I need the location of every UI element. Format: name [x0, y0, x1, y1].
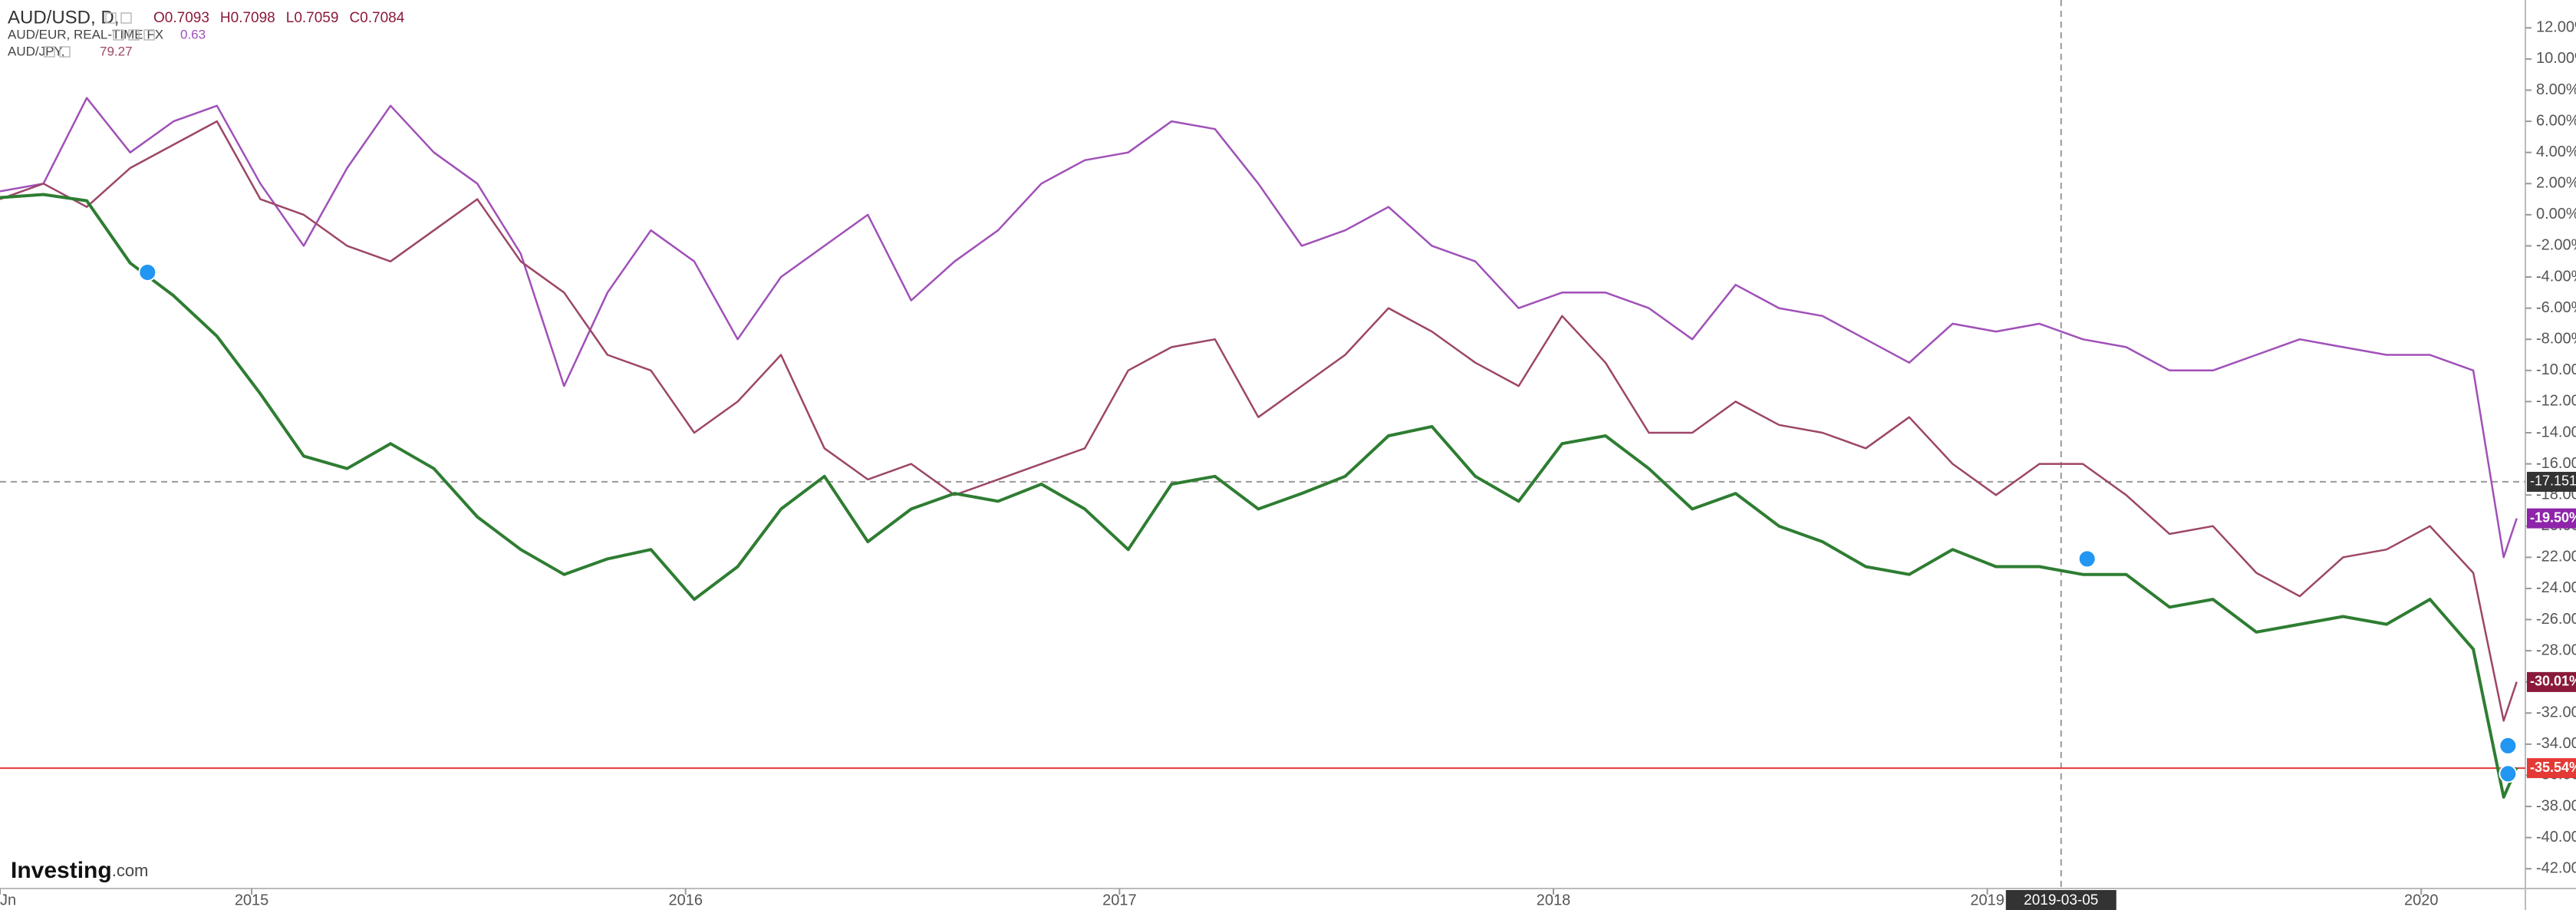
legend-entry: AUD/USD, D,: [8, 7, 119, 28]
y-tick-label: -28.00%: [2536, 641, 2576, 658]
legend-icon: [113, 29, 124, 41]
y-tick-label: -26.00%: [2536, 611, 2576, 628]
y-tick-label: 10.00%: [2536, 50, 2576, 67]
crosshair-y-label-box: [2527, 471, 2576, 492]
ohlc-value: H0.7098: [220, 10, 275, 26]
y-tick-label: 8.00%: [2536, 81, 2576, 98]
brand-suffix: .com: [112, 861, 149, 880]
y-tick-label: 6.00%: [2536, 112, 2576, 129]
legend-entry: AUD/JPY,: [8, 44, 64, 58]
legend-icon: [120, 12, 132, 24]
y-tick-label: -42.00%: [2536, 860, 2576, 877]
legend-icon: [59, 46, 71, 58]
crosshair-x-label: 2019-03-05: [2024, 892, 2098, 908]
legend-last: 79.27: [100, 44, 133, 58]
y-tick-label: 2.00%: [2536, 175, 2576, 192]
y-tick-label: -14.00%: [2536, 424, 2576, 440]
legend-icon: [128, 29, 140, 41]
series-line: [0, 97, 2518, 559]
y-tick-label: -16.00%: [2536, 455, 2576, 472]
legend-ohlc: O0.7093 H0.7098 L0.7059 C0.7084: [153, 10, 405, 26]
x-tick-label: Jn: [0, 892, 16, 908]
y-tick-label: -38.00%: [2536, 797, 2576, 814]
y-tick-label: 4.00%: [2536, 143, 2576, 160]
y-tick-label: -12.00%: [2536, 393, 2576, 410]
x-tick-label: 2017: [1102, 892, 1137, 908]
y-tick-label: -8.00%: [2536, 330, 2576, 347]
crosshair-x-label-box: [2005, 890, 2116, 910]
crosshair-y-label: -17.1511: [2530, 473, 2576, 489]
x-tick-label: 2019: [1970, 892, 2004, 908]
price-label-box: [2527, 671, 2576, 692]
event-marker: [2499, 736, 2518, 755]
y-tick-label: -34.00%: [2536, 735, 2576, 752]
series-line: [0, 193, 2518, 799]
ohlc-value: O0.7093: [153, 10, 209, 26]
price-label: -19.50%: [2530, 509, 2576, 525]
event-marker: [2077, 549, 2097, 569]
y-tick-label: -32.00%: [2536, 704, 2576, 721]
x-tick-label: 2018: [1537, 892, 1571, 908]
price-label: -35.54%: [2530, 760, 2576, 775]
brand-logo: Investing.com: [11, 858, 148, 883]
y-tick-label: 12.00%: [2536, 19, 2576, 36]
ohlc-value: L0.7059: [286, 10, 339, 26]
price-label-box: [2527, 758, 2576, 779]
y-tick-label: 0.00%: [2536, 206, 2576, 223]
legend-icon: [44, 46, 55, 58]
brand-name: Investing: [11, 858, 112, 883]
legend-last: 0.63: [180, 27, 206, 41]
x-tick-label: 2020: [2404, 892, 2439, 908]
event-marker: [2499, 764, 2518, 783]
y-tick-label: -2.00%: [2536, 237, 2576, 254]
y-tick-label: -40.00%: [2536, 829, 2576, 846]
price-label-box: [2527, 508, 2576, 529]
x-tick-label: 2016: [668, 892, 703, 908]
series-line: [0, 120, 2518, 722]
legend-icon: [143, 29, 155, 41]
y-tick-label: -24.00%: [2536, 579, 2576, 596]
price-label: -30.01%: [2530, 674, 2576, 689]
x-tick-label: 2015: [235, 892, 269, 908]
y-tick-label: -10.00%: [2536, 361, 2576, 378]
ohlc-value: C0.7084: [349, 10, 404, 26]
y-tick-label: -22.00%: [2536, 549, 2576, 565]
legend-entry: AUD/EUR, REAL-TIME FX: [8, 27, 163, 41]
legend-icon: [105, 12, 117, 24]
y-tick-label: -6.00%: [2536, 299, 2576, 316]
y-tick-label: -4.00%: [2536, 268, 2576, 285]
event-marker: [138, 262, 157, 282]
